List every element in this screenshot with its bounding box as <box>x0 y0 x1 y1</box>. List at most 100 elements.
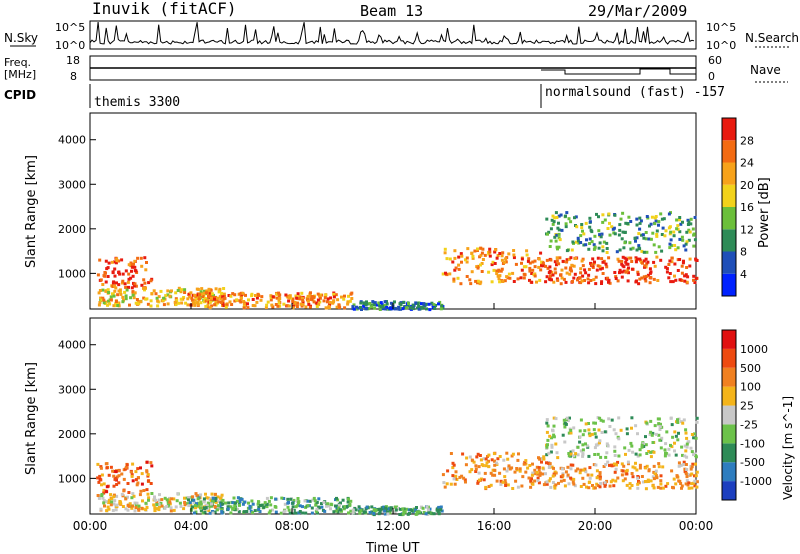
heatmap-cell <box>218 504 222 508</box>
heatmap-cell <box>360 308 363 311</box>
heatmap-cell <box>225 303 229 307</box>
y-tick-label: 3000 <box>58 383 86 396</box>
heatmap-cell <box>535 471 539 474</box>
heatmap-cell <box>220 510 224 514</box>
heatmap-cell <box>217 500 221 504</box>
heatmap-cell <box>664 265 668 269</box>
heatmap-cell <box>118 288 122 292</box>
heatmap-cell <box>587 454 591 458</box>
heatmap-cell <box>538 473 542 477</box>
heatmap-cell <box>230 303 234 306</box>
heatmap-cell <box>685 445 689 449</box>
heatmap-cell <box>144 286 147 290</box>
heatmap-cell <box>585 238 588 242</box>
heatmap-cell <box>553 486 557 490</box>
heatmap-cell <box>127 285 130 289</box>
heatmap-cell <box>497 277 501 281</box>
heatmap-cell <box>457 255 461 259</box>
heatmap-cell <box>654 250 658 254</box>
x-tick-label: 08:00 <box>275 519 310 533</box>
heatmap-cell <box>617 416 621 420</box>
heatmap-cell <box>647 468 651 472</box>
heatmap-cell <box>631 246 635 250</box>
heatmap-cell <box>631 465 635 469</box>
heatmap-cell <box>487 453 491 457</box>
heatmap-cell <box>503 260 507 264</box>
heatmap-cell <box>587 267 591 271</box>
heatmap-cell <box>640 249 644 253</box>
heatmap-cell <box>565 271 569 275</box>
heatmap-cell <box>537 468 541 472</box>
heatmap-cell <box>529 479 533 483</box>
heatmap-cell <box>540 460 543 464</box>
heatmap-cell <box>621 211 625 215</box>
heatmap-cell <box>155 503 159 507</box>
heatmap-cell <box>636 272 640 276</box>
heatmap-cell <box>195 297 199 300</box>
heatmap-cell <box>306 294 310 298</box>
heatmap-cell <box>282 302 286 306</box>
heatmap-cell <box>500 254 504 258</box>
heatmap-cell <box>197 505 201 509</box>
heatmap-cell <box>253 304 257 308</box>
heatmap-cell <box>598 241 602 245</box>
heatmap-cell <box>667 212 671 216</box>
heatmap-cell <box>608 463 611 467</box>
y-tick-label: 1000 <box>58 472 86 485</box>
heatmap-cell <box>459 252 463 256</box>
heatmap-cell <box>119 292 123 296</box>
heatmap-cell <box>566 465 570 469</box>
heatmap-cell <box>364 306 368 310</box>
heatmap-cell <box>315 305 319 308</box>
heatmap-cell <box>623 477 627 481</box>
heatmap-cell <box>269 496 273 500</box>
heatmap-cell <box>427 302 431 306</box>
heatmap-cell <box>210 502 213 506</box>
heatmap-cell <box>613 449 617 453</box>
heatmap-cell <box>215 508 219 512</box>
heatmap-cell <box>687 220 691 224</box>
heatmap-cell <box>692 274 696 278</box>
heatmap-cell <box>267 511 271 515</box>
heatmap-cell <box>220 511 224 515</box>
heatmap-cell <box>150 492 154 495</box>
heatmap-cell <box>546 443 549 447</box>
heatmap-cell <box>375 303 379 307</box>
heatmap-cell <box>481 258 485 261</box>
heatmap-cell <box>685 280 689 284</box>
heatmap-cell <box>346 500 350 504</box>
heatmap-cell <box>195 287 199 291</box>
heatmap-cell <box>680 486 683 490</box>
heatmap-cell <box>631 450 635 454</box>
heatmap-cell <box>600 431 604 434</box>
heatmap-cell <box>659 258 663 262</box>
heatmap-cell <box>416 302 419 305</box>
heatmap-cell <box>123 467 127 471</box>
heatmap-cell <box>102 298 106 302</box>
heatmap-cell <box>146 473 150 477</box>
heatmap-cell <box>332 510 336 514</box>
heatmap-cell <box>644 443 648 447</box>
heatmap-cell <box>359 305 362 309</box>
heatmap-cell <box>597 246 601 250</box>
heatmap-cell <box>102 501 106 505</box>
heatmap-cell <box>100 483 103 487</box>
heatmap-cell <box>550 436 553 440</box>
heatmap-cell <box>647 450 651 453</box>
heatmap-cell <box>583 279 586 282</box>
heatmap-cell <box>680 484 684 488</box>
heatmap-cell <box>332 295 336 299</box>
heatmap-cell <box>476 452 480 456</box>
heatmap-cell <box>601 260 605 264</box>
heatmap-cell <box>115 494 119 498</box>
heatmap-cell <box>117 283 121 287</box>
x-tick-label: 00:00 <box>73 519 108 533</box>
heatmap-cell <box>222 292 226 296</box>
heatmap-cell <box>599 481 603 485</box>
heatmap-cell <box>548 269 552 273</box>
heatmap-cell <box>596 264 600 268</box>
heatmap-cell <box>204 492 207 496</box>
heatmap-cell <box>572 477 576 481</box>
heatmap-cell <box>280 496 284 500</box>
heatmap-cell <box>606 444 610 448</box>
